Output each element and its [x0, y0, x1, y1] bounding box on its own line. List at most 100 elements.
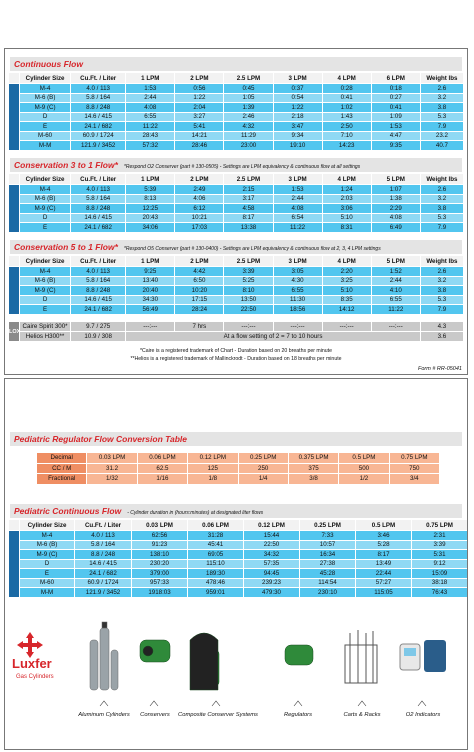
cell: 4.0 / 113	[71, 267, 126, 276]
cell: 5.3	[420, 295, 463, 304]
column-header: Cu.Ft. / Liter	[71, 256, 126, 266]
column-header: 4 LPM	[322, 174, 371, 184]
cell: 12:25	[126, 204, 175, 213]
column-header: 5 LPM	[371, 256, 420, 266]
table-block: Cylinder Size Cu.Ft. / Liter 1 LPM 2 LPM 2.5…	[8, 255, 464, 315]
cell: 7:10	[322, 131, 371, 140]
cell: E	[20, 223, 71, 232]
cell: 2:44	[273, 194, 322, 203]
cell: M-6 (B)	[20, 194, 71, 203]
cell: 24.1 / 682	[71, 122, 126, 131]
cell: 121.9 / 3452	[71, 141, 126, 150]
cell: 0:27	[371, 93, 420, 102]
cell: 7.9	[420, 223, 463, 232]
cell: 4:08	[371, 213, 420, 222]
cell: 1:02	[322, 103, 371, 112]
corner	[9, 256, 20, 266]
cell: 3:06	[322, 204, 371, 213]
cell: 91:23	[132, 540, 187, 549]
cell: 250	[238, 463, 288, 473]
cell: 11:29	[224, 131, 273, 140]
column-header: Weight lbs	[420, 174, 463, 184]
data-row: M-9 (C) 8.8 / 248 20:40 10:20 8:10 6:55 5:10 4:…	[9, 286, 463, 295]
caption: Composite Conserver Systems	[178, 712, 258, 718]
cell: 3/8	[288, 474, 339, 484]
cell: 60.9 / 1724	[75, 578, 131, 587]
data-row: D 14.6 / 415 6:55 3:27 2:46 2:18 1:43 1:09 5.3	[9, 112, 463, 121]
cell: 10:21	[175, 213, 224, 222]
cell: 7:33	[300, 531, 355, 540]
side-label: Aluminum	[9, 531, 19, 597]
cell: 57:27	[356, 578, 411, 587]
form-number: Form # RR-05041	[417, 366, 462, 372]
column-header: 0.12 LPM	[244, 520, 299, 530]
data-row: D 14.6 / 415 230:20 115:10 57:35 27:38 13:49 9:…	[9, 559, 467, 568]
cell: 56:49	[126, 305, 175, 314]
cell: 19:10	[273, 141, 322, 150]
cell: 2.6	[420, 267, 463, 276]
cell: 3.8	[420, 204, 463, 213]
lox-row: Helios H300** 10.9 / 308 At a flow setting…	[9, 332, 463, 341]
section-title: Conservation 5 to 1 Flow*	[14, 242, 118, 252]
cell: 5.8 / 164	[71, 194, 126, 203]
cell: 0:37	[273, 84, 322, 93]
cell: 5:41	[175, 122, 224, 131]
column-header: 1 LPM	[126, 256, 175, 266]
cell: 27:38	[300, 559, 355, 568]
cell: 24.1 / 682	[75, 569, 131, 578]
section-bar: Continuous Flow	[10, 57, 462, 71]
cell: 478:46	[188, 578, 243, 587]
cell: 31.2	[87, 463, 137, 473]
cell: Decimal	[37, 453, 87, 463]
cell: ---:---	[224, 322, 273, 331]
cell: 2:46	[224, 112, 273, 121]
cell: 0:41	[322, 93, 371, 102]
cell: M-6 (B)	[20, 93, 71, 102]
cell: 3:25	[322, 276, 371, 285]
cell: M-4	[20, 531, 74, 540]
data-row: D 14.6 / 415 20:43 10:21 8:17 6:54 5:10 4:08 5.3	[9, 213, 463, 222]
cell: M-4	[20, 185, 71, 194]
conversion-table: Decimal 0.03 LPM 0.06 LPM 0.12 LPM 0.25 LPM 0…	[36, 452, 440, 485]
cell: 9:34	[273, 131, 322, 140]
data-row: AluminumM-44.0 / 11362:5631:2815:447:333…	[9, 531, 467, 597]
cell: 14:12	[322, 305, 371, 314]
section-note: *Respond O5 Conserver (part # 130-0400) …	[123, 246, 381, 252]
cell: 7.9	[420, 122, 463, 131]
cell: 4:30	[273, 276, 322, 285]
cell: 1:53	[371, 122, 420, 131]
cell: 1/16	[137, 474, 188, 484]
data-row: E 24.1 / 682 56:49 28:24 22:50 18:56 14:12 11:2…	[9, 305, 463, 314]
cell: 6:55	[371, 295, 420, 304]
cell: 8:17	[224, 213, 273, 222]
cell: 22:50	[244, 540, 299, 549]
cell: 3.6	[420, 332, 463, 341]
lox-row: LOX Caire Spirit 300* 9.7 / 275 ---:--- 7 hr…	[9, 322, 463, 341]
cell: 2:04	[175, 103, 224, 112]
cell: 28:46	[175, 141, 224, 150]
cell: 114:54	[300, 578, 355, 587]
cell: 57:32	[126, 141, 175, 150]
caption: Conservers	[140, 712, 170, 718]
data-row: AluminumM-44.0 / 1139:254:423:393:052:20…	[9, 267, 463, 314]
cell: 1:09	[371, 112, 420, 121]
cell: 1/4	[238, 474, 288, 484]
cell: 115:05	[356, 588, 411, 597]
cell: 22:44	[356, 569, 411, 578]
cell: D	[20, 295, 71, 304]
cell: 3:39	[224, 267, 273, 276]
section-note: - Cylinder duration in (hours:minutes) a…	[127, 510, 264, 516]
cell: 8:10	[224, 286, 273, 295]
cell: 62.5	[137, 463, 188, 473]
data-table: Cylinder Size Cu.Ft. / Liter 0.03 LPM 0.06 …	[8, 519, 468, 598]
cell: ---:---	[322, 322, 371, 331]
data-row: M-M 121.9 / 3452 1918:03 959:01 479:30 230:10…	[9, 588, 467, 597]
cell: 189:30	[188, 569, 243, 578]
cell: 375	[288, 463, 339, 473]
cell: 2:50	[322, 122, 371, 131]
cell: 4:08	[273, 204, 322, 213]
cell: 0.375 LPM	[288, 453, 339, 463]
data-row: D 14.6 / 415 34:30 17:15 13:50 11:30 8:35 6:55 5…	[9, 295, 463, 304]
cell: 14.6 / 415	[71, 112, 126, 121]
column-header: 0.03 LPM	[132, 520, 187, 530]
